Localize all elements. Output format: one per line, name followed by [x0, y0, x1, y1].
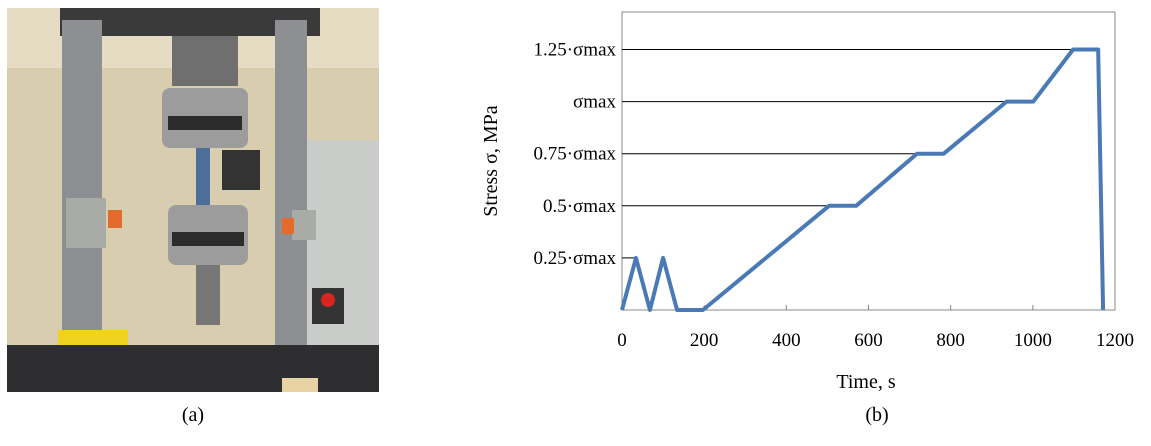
x-tick-label: 200: [690, 330, 719, 351]
box-left: [66, 198, 106, 248]
figure: (a) (b) Time, s Stress σ, MPa 0 200 400 600…: [0, 0, 1151, 441]
x-tick-label: 1200: [1096, 330, 1134, 351]
x-tick-label: 0: [617, 330, 627, 351]
photo: [7, 8, 379, 392]
x-tick-label: 800: [936, 330, 965, 351]
y-tick-label: 0.75·σmax: [533, 144, 616, 165]
extensometer: [222, 150, 260, 190]
actuator: [196, 265, 220, 325]
plot-frame: [622, 12, 1115, 310]
x-tick-label: 1000: [1014, 330, 1052, 351]
column-right: [275, 20, 307, 390]
y-axis-label: Stress σ, MPa: [480, 105, 502, 216]
upper-grip-band: [168, 116, 242, 130]
caption: (b): [865, 404, 888, 426]
base: [7, 345, 379, 392]
y-tick-label: σmax: [573, 92, 616, 113]
x-tick-label: 600: [854, 330, 883, 351]
lower-grip-band: [172, 232, 244, 246]
y-tick-label: 0.5·σmax: [543, 196, 617, 217]
block: [282, 378, 318, 392]
y-tick-label: 0.25·σmax: [533, 248, 616, 269]
data-line: [622, 50, 1103, 310]
caption: (a): [182, 404, 204, 426]
load-cell: [172, 36, 238, 86]
cabinet: [300, 140, 379, 370]
y-tick-label: 1.25·σmax: [533, 40, 616, 61]
specimen: [196, 148, 210, 208]
box-right: [292, 210, 316, 240]
clip-left: [108, 210, 122, 228]
emergency-button: [321, 293, 335, 307]
x-axis-label: Time, s: [836, 371, 896, 393]
clip-right: [282, 218, 294, 234]
x-tick-label: 400: [772, 330, 801, 351]
